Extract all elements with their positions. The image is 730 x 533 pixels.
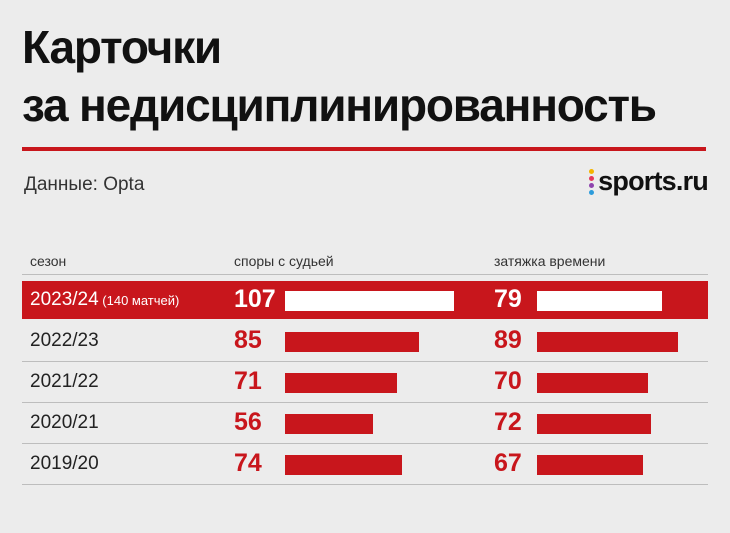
bar-time-wasting: [537, 455, 643, 475]
column-header-disputes: споры с судьей: [234, 253, 334, 269]
header-divider: [22, 274, 708, 275]
bar-time-wasting: [537, 373, 648, 393]
logo-dots-icon: [589, 168, 595, 195]
title-divider: [22, 147, 706, 151]
bar-disputes: [285, 373, 397, 393]
chart-title: Карточки за недисциплинированность: [22, 18, 657, 134]
table-row: 2019/20 74 67: [22, 445, 708, 483]
season-label: 2022/23: [30, 330, 99, 352]
value-label-disputes: 74: [234, 449, 262, 477]
value-label-disputes: 56: [234, 408, 262, 436]
value-label-time-wasting: 79: [494, 285, 522, 313]
season-name: 2023/24: [30, 289, 99, 310]
bar-time-wasting: [537, 332, 678, 352]
row-divider: [22, 443, 708, 444]
title-line-2: за недисциплинированность: [22, 79, 657, 131]
bar-disputes: [285, 414, 373, 434]
bar-time-wasting: [537, 291, 662, 311]
season-name: 2022/23: [30, 330, 99, 351]
season-name: 2019/20: [30, 453, 99, 474]
season-label: 2019/20: [30, 453, 99, 475]
bar-disputes: [285, 332, 419, 352]
column-header-season: сезон: [30, 253, 67, 269]
value-label-disputes: 71: [234, 367, 262, 395]
table-row: 2022/23 85 89: [22, 322, 708, 360]
source-label: Данные: Opta: [24, 174, 145, 195]
bar-time-wasting: [537, 414, 651, 434]
season-name: 2021/22: [30, 371, 99, 392]
sports-ru-logo: sports.ru: [589, 166, 709, 197]
value-label-time-wasting: 89: [494, 326, 522, 354]
logo-text: sports.ru: [598, 166, 709, 196]
column-header-time-wasting: затяжка времени: [494, 253, 606, 269]
title-line-1: Карточки: [22, 21, 222, 73]
season-label: 2021/22: [30, 371, 99, 393]
value-label-disputes: 85: [234, 326, 262, 354]
value-label-time-wasting: 72: [494, 408, 522, 436]
row-divider: [22, 361, 708, 362]
value-label-time-wasting: 67: [494, 449, 522, 477]
value-label-disputes: 107: [234, 285, 276, 313]
bar-disputes: [285, 455, 402, 475]
row-divider: [22, 402, 708, 403]
season-label: 2020/21: [30, 412, 99, 434]
value-label-time-wasting: 70: [494, 367, 522, 395]
season-name: 2020/21: [30, 412, 99, 433]
table-row: 2021/22 71 70: [22, 363, 708, 401]
bar-disputes: [285, 291, 454, 311]
row-divider: [22, 484, 708, 485]
season-label: 2023/24 (140 матчей): [30, 289, 179, 311]
table-row: 2023/24 (140 матчей) 107 79: [22, 281, 708, 319]
table-row: 2020/21 56 72: [22, 404, 708, 442]
season-note: (140 матчей): [98, 293, 180, 308]
